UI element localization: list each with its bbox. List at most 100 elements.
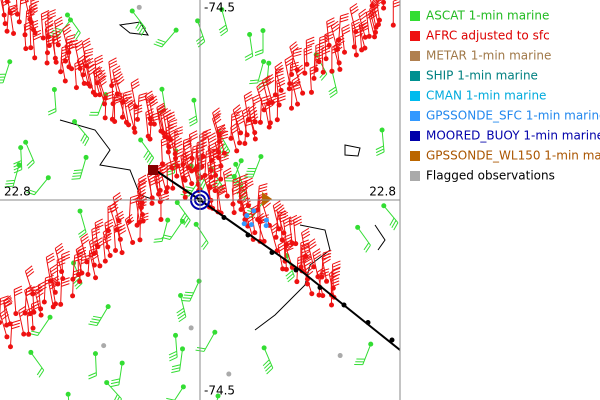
station-dot (119, 114, 125, 120)
wind-barb (256, 81, 266, 110)
wind-barb (166, 386, 184, 400)
wind-barb (87, 63, 97, 93)
wind-barb (191, 143, 202, 171)
wind-barb (392, 0, 400, 26)
wind-barb (369, 3, 379, 33)
station-dot (157, 199, 163, 205)
wind-barb (4, 164, 20, 188)
station-dot (65, 391, 71, 397)
legend-swatch (410, 11, 420, 21)
station-dot (252, 136, 258, 142)
station-dot (62, 78, 68, 84)
station-dot (189, 168, 195, 174)
track-point (365, 320, 371, 325)
station-dot (283, 266, 289, 272)
wind-barb (50, 275, 61, 304)
wind-barb (156, 102, 166, 132)
station-dot (202, 172, 208, 178)
wind-barb (354, 27, 364, 56)
station-dot (178, 293, 184, 299)
wind-barb (197, 157, 207, 185)
legend-label: GPSSONDE_WL150 1-min mar (426, 149, 600, 163)
wind-barb (321, 252, 331, 282)
station-dot (293, 241, 299, 247)
station-dot (213, 172, 219, 178)
station-dot (174, 173, 180, 179)
wind-barb (162, 109, 173, 138)
sonde-dot (263, 223, 269, 229)
wind-barb (193, 162, 204, 191)
station-dot (92, 92, 98, 98)
wind-barb (246, 210, 256, 240)
wind-barb (203, 171, 214, 201)
station-dot (77, 208, 83, 214)
wind-barb (76, 54, 87, 84)
station-dot (231, 173, 237, 179)
station-dot (274, 117, 280, 123)
wind-barb (71, 157, 87, 180)
wind-barb (174, 148, 184, 177)
track-point (221, 215, 227, 220)
station-dot (316, 292, 322, 298)
wind-barb (303, 265, 314, 294)
station-dot (311, 75, 317, 81)
wind-barb (24, 285, 34, 314)
flagged-dot (188, 325, 194, 331)
station-dot (30, 325, 36, 331)
lon-label: -74.5 (204, 384, 235, 398)
wind-barb (301, 243, 311, 271)
wind-barb (138, 174, 148, 204)
wind-barb (376, 0, 383, 21)
wind-barb (195, 20, 206, 48)
map-layer (0, 0, 400, 400)
station-dot (2, 21, 8, 27)
wind-barb (168, 119, 178, 147)
wind-barb (102, 232, 112, 262)
wind-barb (207, 142, 217, 171)
wind-barb (214, 137, 225, 167)
station-dot (266, 124, 272, 130)
legend-swatch (410, 91, 420, 101)
wind-barb (235, 114, 245, 144)
station-dot (55, 42, 61, 48)
wind-barb (244, 177, 254, 206)
station-dot (50, 304, 56, 310)
wind-barb (18, 0, 29, 22)
legend-label: CMAN 1-min marine (426, 89, 546, 103)
wind-barb (270, 222, 280, 251)
wind-barb (60, 52, 70, 82)
wind-barb (85, 57, 95, 87)
station-dot (280, 266, 286, 272)
wind-barb (159, 108, 170, 137)
wind-barb (354, 343, 372, 366)
wind-barb (40, 10, 50, 39)
legend-label: METAR 1-min marine (426, 49, 551, 63)
station-dot (233, 161, 239, 167)
wind-barb (230, 122, 240, 151)
station-dot (47, 314, 53, 320)
wind-barb (206, 179, 217, 209)
wind-barb (149, 112, 160, 140)
wind-barb (359, 21, 369, 50)
station-dot (189, 181, 195, 187)
station-dot (13, 311, 19, 317)
wind-barb (283, 233, 293, 262)
wind-barb (113, 93, 123, 122)
wind-barb (216, 124, 226, 153)
station-dot (320, 69, 326, 75)
wind-barb (383, 205, 399, 231)
station-dot (59, 269, 65, 275)
legend-label: AFRC adjusted to sfc (426, 29, 550, 43)
station-dot (302, 70, 308, 76)
wind-barb (307, 238, 317, 268)
wind-barb (149, 175, 159, 204)
legend-label: ASCAT 1-min marine (426, 9, 549, 23)
station-dot (38, 312, 44, 318)
wind-barb (210, 149, 219, 178)
wind-barb (145, 108, 155, 137)
wind-barb (180, 151, 190, 181)
station-dot (53, 59, 59, 65)
station-dot (218, 176, 224, 182)
station-dot (40, 35, 46, 41)
